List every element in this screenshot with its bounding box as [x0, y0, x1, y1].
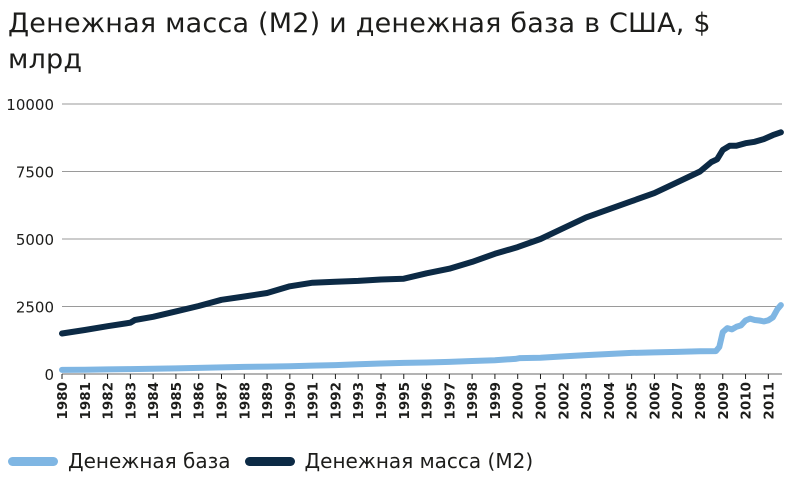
x-tick-label: 1999 [488, 382, 504, 420]
y-tick-label: 7500 [16, 164, 54, 182]
x-tick-label: 1989 [260, 382, 276, 420]
x-tick-label: 1987 [214, 382, 230, 420]
x-tick-label: 1981 [78, 382, 94, 420]
y-tick-label: 5000 [16, 231, 54, 249]
legend-swatch-m2 [244, 456, 295, 466]
x-tick-label: 1994 [374, 382, 390, 420]
x-tick-label: 2008 [693, 382, 709, 420]
y-tick-label: 10000 [6, 96, 54, 114]
x-tick-label: 1984 [146, 382, 162, 420]
x-tick-label: 1997 [442, 382, 458, 420]
legend-item-base: Денежная база [8, 449, 231, 473]
legend: Денежная база Денежная масса (М2) [8, 446, 547, 476]
x-axis-ticks: 1980 1981 1982 1983 1984 1985 1986 1987 1988 1989… [55, 374, 777, 420]
x-tick-label: 1996 [420, 382, 436, 420]
x-tick-label: 1986 [192, 382, 208, 420]
x-tick-label: 2010 [739, 382, 755, 420]
x-tick-label: 2011 [761, 382, 777, 420]
y-axis-ticks: 0 2500 5000 7500 10000 [6, 96, 54, 384]
x-tick-label: 1998 [465, 382, 481, 420]
legend-label-base: Денежная база [68, 449, 231, 473]
series-line-base [59, 302, 784, 373]
x-tick-label: 2001 [533, 382, 549, 420]
x-tick-label: 2007 [670, 382, 686, 420]
x-tick-label: 1991 [306, 382, 322, 420]
x-tick-label: 1982 [101, 382, 117, 420]
x-tick-label: 1980 [55, 382, 71, 420]
x-tick-label: 2006 [647, 382, 663, 420]
chart-title: Денежная масса (М2) и денежная база в СШ… [8, 8, 711, 75]
x-tick-label: 1992 [328, 382, 344, 420]
series-line-m2 [59, 129, 784, 337]
y-tick-label: 0 [44, 366, 54, 384]
x-tick-label: 2003 [579, 382, 595, 420]
x-tick-label: 2009 [716, 382, 732, 420]
x-tick-label: 1995 [397, 382, 413, 420]
x-tick-label: 1983 [123, 382, 139, 420]
x-tick-label: 2002 [556, 382, 572, 420]
grid-lines [62, 103, 782, 375]
x-tick-label: 1990 [283, 382, 299, 420]
x-tick-label: 2004 [602, 382, 618, 420]
x-tick-label: 2005 [625, 382, 641, 420]
legend-item-m2: Денежная масса (М2) [244, 449, 534, 473]
x-tick-label: 2000 [511, 382, 527, 420]
legend-label-m2: Денежная масса (М2) [304, 449, 534, 473]
x-tick-label: 1993 [351, 382, 367, 420]
y-tick-label: 2500 [16, 299, 54, 317]
series-lines [59, 129, 784, 373]
x-tick-label: 1985 [169, 382, 185, 420]
x-tick-label: 1988 [237, 382, 253, 420]
legend-swatch-base [8, 456, 58, 466]
